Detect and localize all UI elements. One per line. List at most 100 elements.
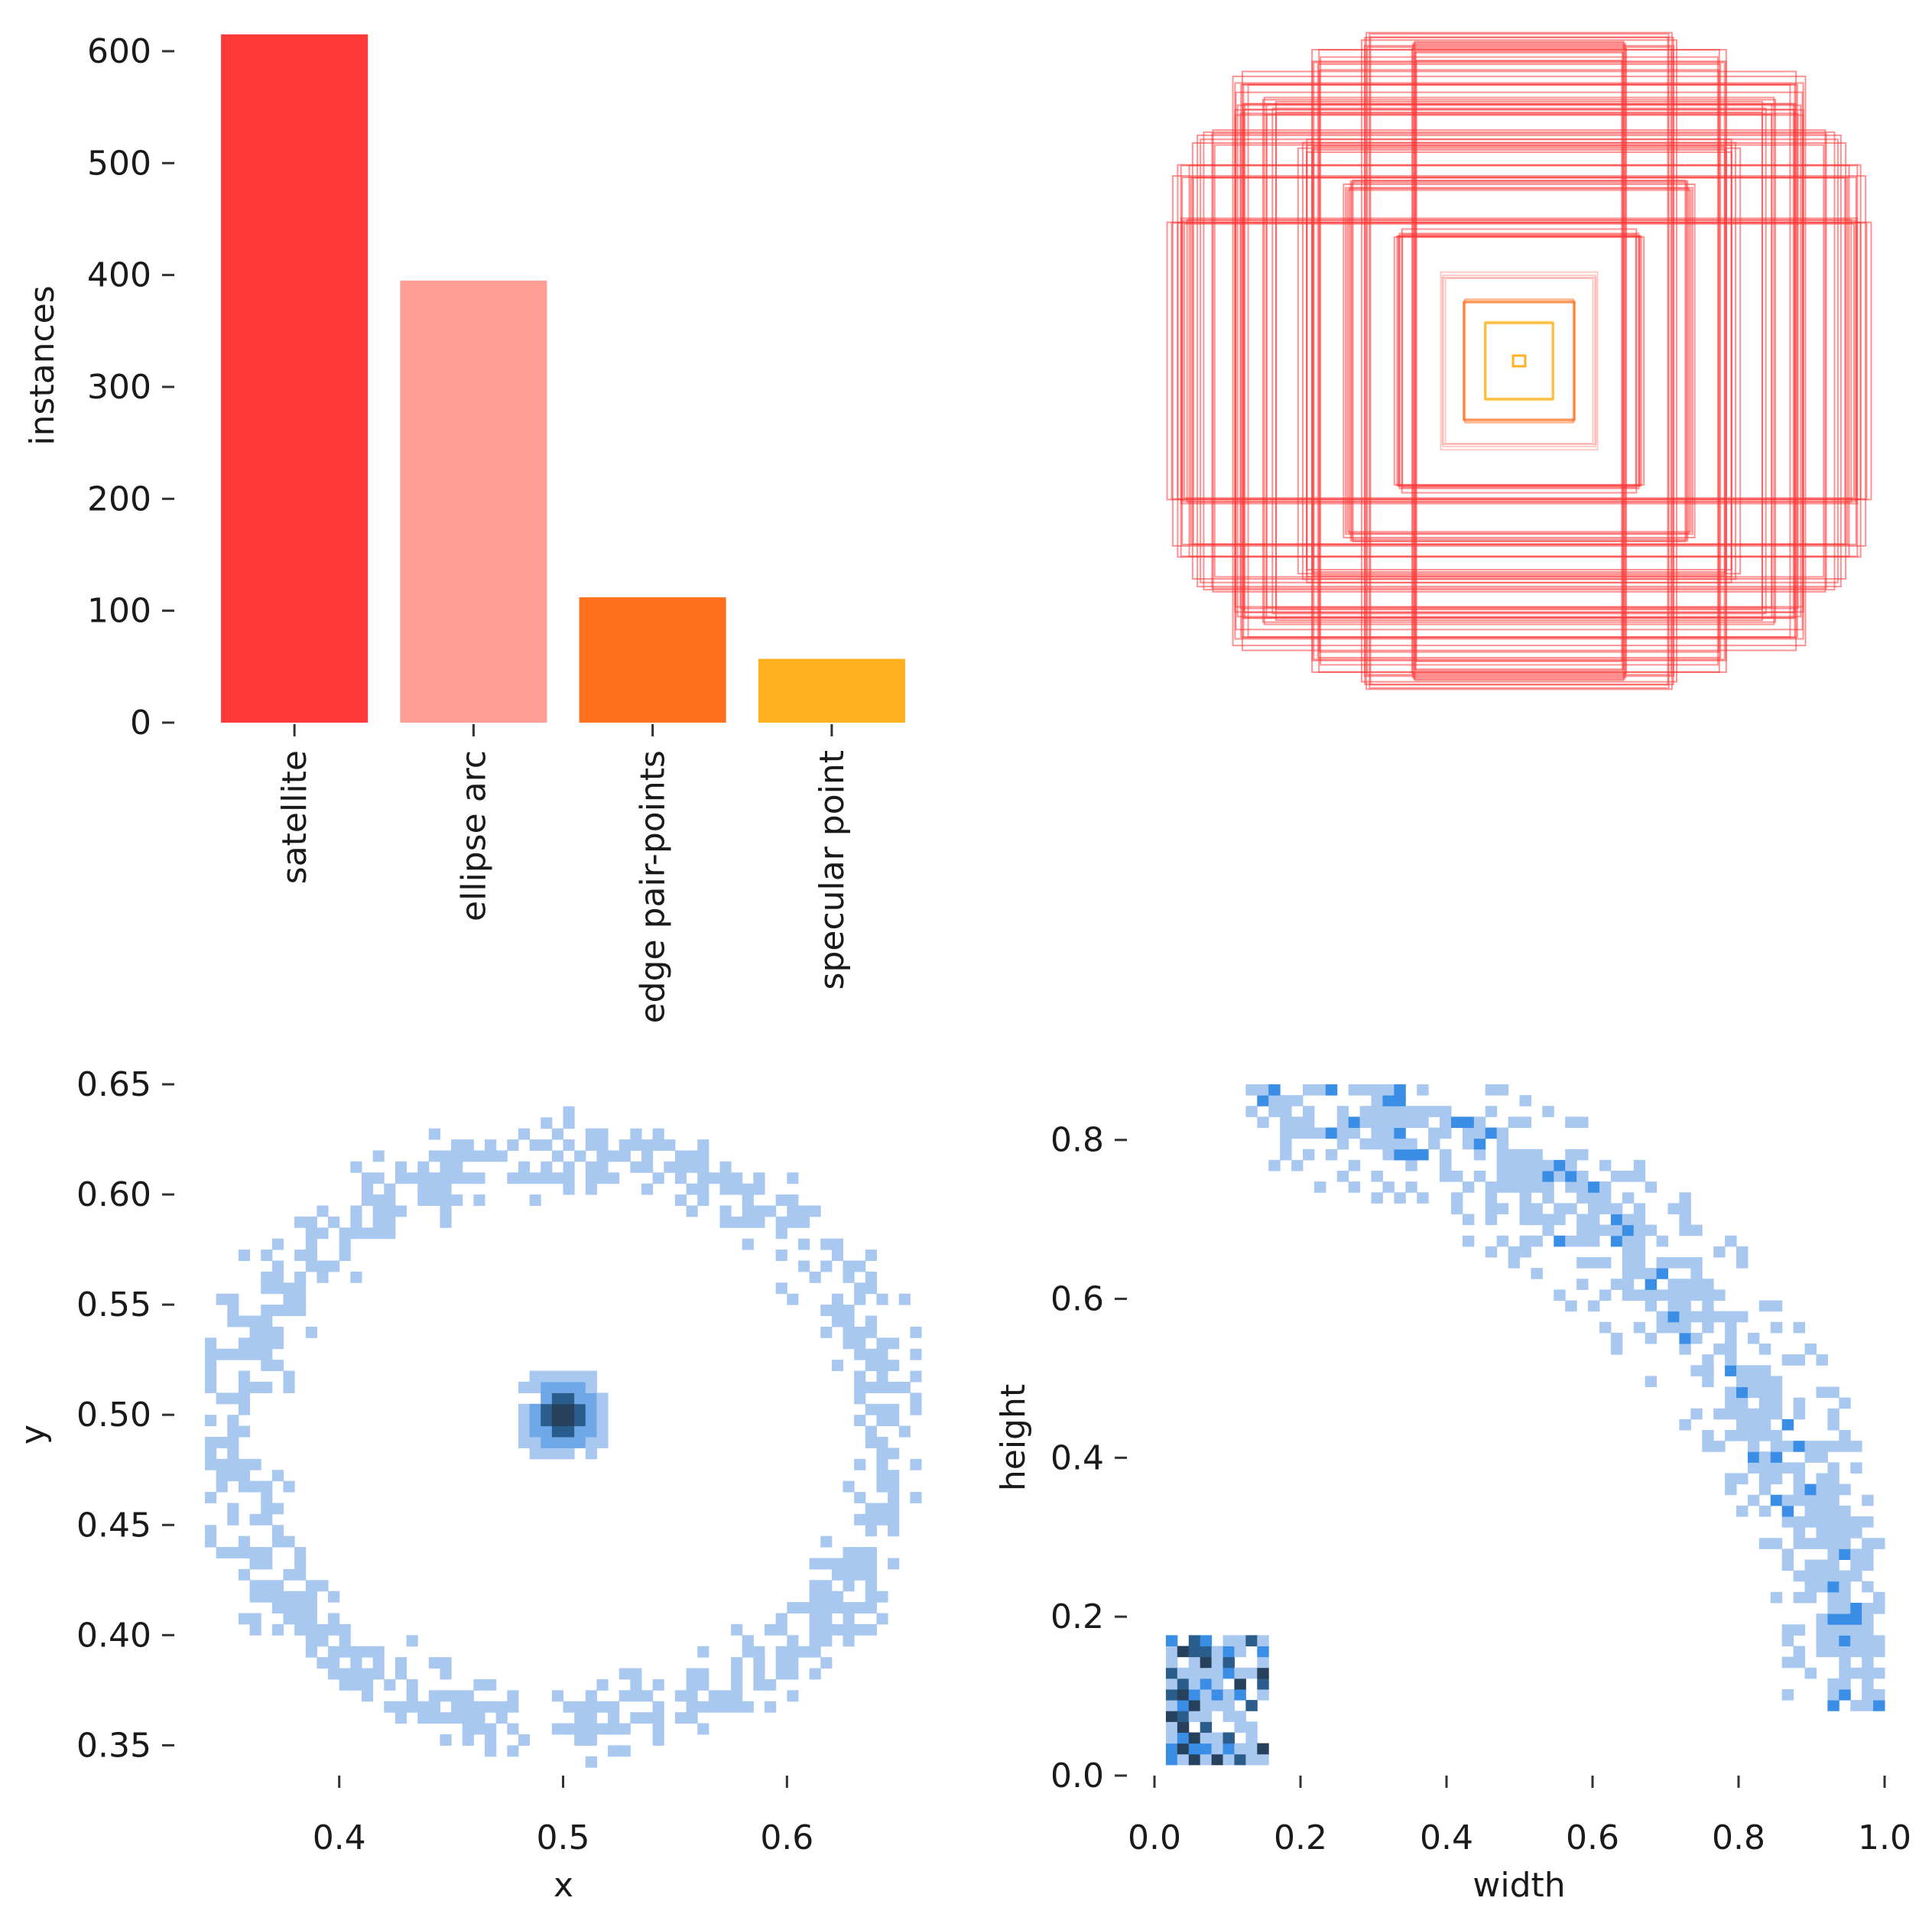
xy-cell [876, 1448, 888, 1460]
wh-cell [1359, 1106, 1372, 1117]
wh-cell [1827, 1462, 1839, 1474]
wh-cell [1165, 1721, 1178, 1733]
wh-cell [1862, 1559, 1874, 1571]
xy-cell [283, 1568, 295, 1581]
xy-cell [831, 1602, 844, 1613]
xy-cell [238, 1403, 251, 1415]
wh-cell [1280, 1127, 1292, 1139]
xy-cell [865, 1568, 877, 1581]
xy-cell [518, 1415, 531, 1427]
wh-cell [1839, 1516, 1851, 1528]
xy-cell [305, 1238, 317, 1250]
wh-cell [1177, 1711, 1190, 1722]
label-box [1313, 61, 1726, 661]
wh-cell [1531, 1159, 1543, 1171]
label-box [1397, 235, 1641, 487]
xy-cell [541, 1139, 553, 1151]
wh-cell [1656, 1311, 1668, 1323]
xy-cell [574, 1701, 586, 1713]
xy-cell [888, 1525, 900, 1537]
xy-cell [731, 1216, 743, 1228]
wh-cell [1690, 1408, 1703, 1420]
wh-cell [1793, 1656, 1806, 1669]
wh-cell [1873, 1689, 1885, 1701]
wh-cell [1382, 1181, 1395, 1193]
xy-cell [339, 1249, 351, 1261]
wh-cell [1850, 1635, 1862, 1646]
xy-cell [652, 1701, 664, 1713]
wh-cell [1428, 1127, 1440, 1139]
xy-cell [328, 1591, 340, 1603]
bar-edge-pair-points [579, 597, 726, 723]
xy-cell [831, 1568, 844, 1581]
xy-cell [731, 1690, 743, 1702]
xy-cell [719, 1183, 732, 1195]
x-tick-label: 0.8 [1712, 1818, 1765, 1857]
xy-cell [787, 1205, 799, 1217]
xy-cell [787, 1657, 799, 1669]
xy-cell [507, 1701, 519, 1713]
y-tick-label: 0.55 [76, 1285, 151, 1324]
xy-cell [674, 1712, 687, 1724]
wh-cell [1862, 1613, 1874, 1625]
wh-cell [1599, 1192, 1612, 1204]
wh-cell [1394, 1149, 1406, 1161]
xy-cell [406, 1635, 418, 1647]
wh-cell [1565, 1300, 1577, 1312]
label-box [1261, 99, 1777, 623]
wh-cell [1770, 1430, 1783, 1441]
xy-cell [249, 1513, 261, 1526]
wh-cell [1245, 1106, 1258, 1117]
wh-cell [1679, 1311, 1691, 1323]
wh-cell [1485, 1214, 1498, 1226]
xy-cell [406, 1172, 418, 1184]
xy-cell [787, 1172, 799, 1184]
xy-cell [529, 1437, 541, 1448]
xy-cell [585, 1712, 597, 1724]
wh-cell [1839, 1527, 1851, 1539]
wh-cell [1725, 1483, 1737, 1496]
wh-cell [1702, 1289, 1714, 1301]
wh-cell [1862, 1548, 1874, 1560]
wh-cell [1622, 1214, 1635, 1226]
xy-cell [820, 1238, 833, 1250]
wh-cell [1622, 1192, 1635, 1204]
wh-cell [1667, 1279, 1680, 1290]
wh-cell [1188, 1656, 1201, 1669]
wh-cell [1394, 1116, 1406, 1128]
wh-cell [1781, 1354, 1794, 1366]
xy-cell [585, 1370, 597, 1383]
wh-cell [1725, 1332, 1737, 1344]
xy-cell [641, 1139, 654, 1151]
xy-cell [731, 1668, 743, 1680]
wh-cell [1656, 1321, 1668, 1334]
wh-cell [1827, 1603, 1839, 1614]
xy-cell [495, 1701, 508, 1713]
xy-cell [462, 1690, 474, 1702]
wh-cell [1417, 1116, 1429, 1128]
wh-cell [1758, 1386, 1771, 1399]
xy-cell [608, 1150, 620, 1162]
xy-cell [641, 1712, 654, 1724]
xy-cell [361, 1194, 374, 1206]
xy-cell [283, 1293, 295, 1305]
wh-cell [1405, 1159, 1417, 1171]
wh-cell [1610, 1344, 1623, 1355]
xy-cell [574, 1403, 586, 1415]
xy-cell [731, 1623, 743, 1636]
wh-cell [1781, 1441, 1794, 1452]
xy-cell [317, 1580, 329, 1592]
wh-cell [1268, 1159, 1281, 1171]
wh-cell [1257, 1753, 1269, 1766]
xy-cell [854, 1568, 866, 1581]
xy-cell [294, 1293, 307, 1305]
xy-cell [384, 1678, 396, 1691]
wh-cell [1725, 1397, 1737, 1409]
wh-cell [1234, 1753, 1246, 1766]
xy-cell [350, 1271, 362, 1283]
xy-cell [294, 1249, 307, 1261]
wh-cell [1725, 1365, 1737, 1376]
xy-cell [585, 1415, 597, 1427]
xy-cell [865, 1403, 877, 1415]
wh-cell [1496, 1203, 1509, 1214]
